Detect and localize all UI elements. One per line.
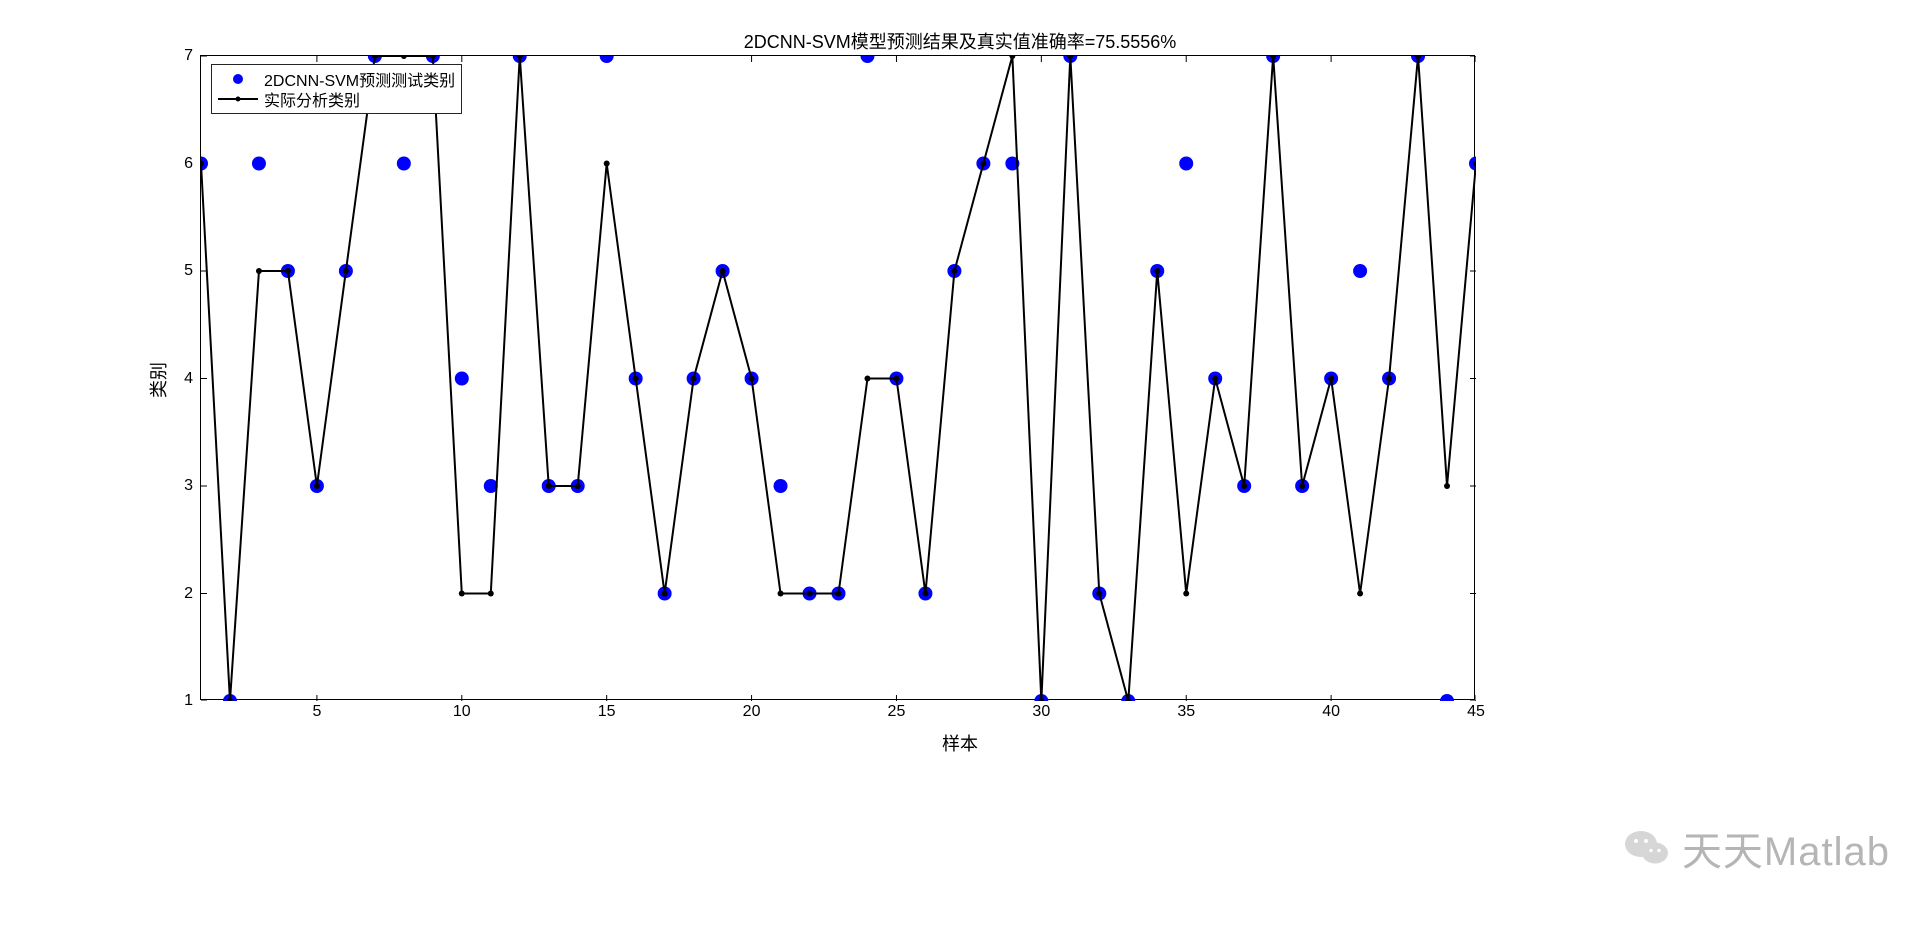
plot-area xyxy=(201,56,1476,701)
chart-title: 2DCNN-SVM模型预测结果及真实值准确率=75.5556% xyxy=(0,28,1920,54)
y-tick-label: 3 xyxy=(184,477,193,495)
legend-swatch-actual xyxy=(218,89,258,109)
y-axis-label: 类别 xyxy=(145,362,171,398)
x-tick-label: 20 xyxy=(743,703,761,721)
figure: 2DCNN-SVM模型预测结果及真实值准确率=75.5556% 2DCNN-SV… xyxy=(0,0,1920,937)
watermark-text: 天天Matlab xyxy=(1682,819,1890,877)
chart-axes: 2DCNN-SVM预测测试类别 实际分析类别 51015202530354045… xyxy=(200,55,1475,700)
y-tick-label: 7 xyxy=(184,47,193,65)
legend-label-actual: 实际分析类别 xyxy=(264,87,360,111)
x-tick-label: 35 xyxy=(1177,703,1195,721)
x-tick-label: 40 xyxy=(1322,703,1340,721)
y-tick-label: 4 xyxy=(184,370,193,388)
x-tick-label: 15 xyxy=(598,703,616,721)
x-tick-label: 25 xyxy=(888,703,906,721)
y-tick-label: 5 xyxy=(184,262,193,280)
series-predicted xyxy=(201,56,1476,701)
legend-item-actual: 实际分析类别 xyxy=(218,89,455,109)
y-tick-label: 2 xyxy=(184,585,193,603)
wechat-icon xyxy=(1622,823,1672,873)
legend-swatch-predicted xyxy=(218,69,258,89)
chart-legend: 2DCNN-SVM预测测试类别 实际分析类别 xyxy=(211,64,462,114)
y-tick-label: 1 xyxy=(184,692,193,710)
watermark: 天天Matlab xyxy=(1622,819,1890,877)
x-tick-label: 30 xyxy=(1032,703,1050,721)
y-tick-label: 6 xyxy=(184,155,193,173)
x-tick-label: 45 xyxy=(1467,703,1485,721)
legend-item-predicted: 2DCNN-SVM预测测试类别 xyxy=(218,69,455,89)
series-actual xyxy=(201,56,1476,701)
x-tick-label: 5 xyxy=(312,703,321,721)
x-tick-label: 10 xyxy=(453,703,471,721)
x-axis-label: 样本 xyxy=(0,730,1920,756)
